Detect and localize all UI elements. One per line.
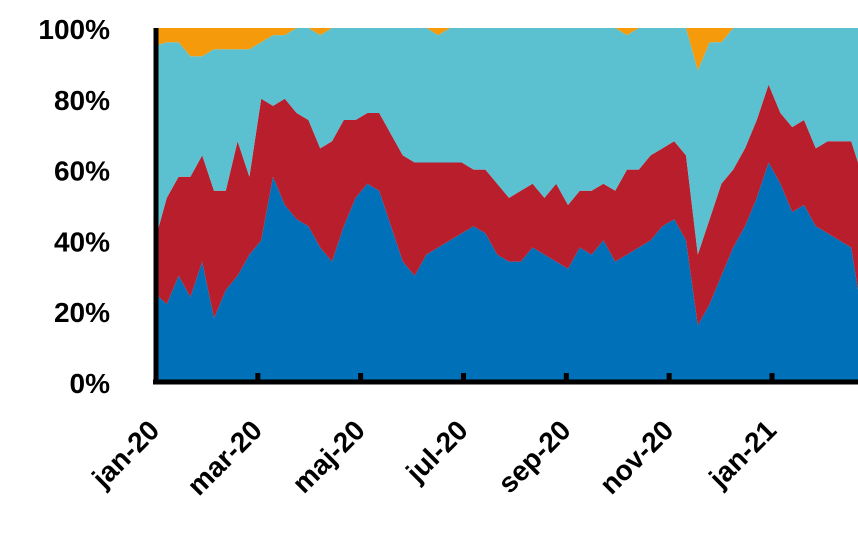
x-axis-tick-marks: [255, 373, 775, 382]
y-tick-label: 80%: [54, 85, 110, 116]
series-area-2: [155, 84, 858, 326]
x-tick-label: jan-21: [702, 414, 782, 494]
series-areas: [155, 28, 858, 382]
y-axis-tick-labels: 0% 20% 40% 60% 80% 100%: [38, 14, 110, 399]
y-tick-label: 60%: [54, 156, 110, 187]
x-axis-tick-labels: jan-20 mar-20 maj-20 jul-20 sep-20 nov-20 jan-…: [85, 414, 782, 501]
x-tick-label: sep-20: [492, 414, 577, 499]
x-tick-label: jan-20: [85, 414, 165, 494]
y-tick-label: 0%: [70, 368, 111, 399]
y-tick-label: 40%: [54, 226, 110, 257]
x-tick-label: nov-20: [594, 414, 680, 500]
series-area-3: [155, 28, 858, 255]
x-tick-label: maj-20: [286, 414, 371, 499]
series-area-1: [155, 162, 858, 382]
x-tick-label: jul-20: [399, 414, 473, 488]
series-area-4: [155, 28, 858, 71]
y-tick-label: 100%: [38, 14, 110, 45]
y-tick-label: 20%: [54, 297, 110, 328]
x-tick-label: mar-20: [181, 414, 268, 501]
